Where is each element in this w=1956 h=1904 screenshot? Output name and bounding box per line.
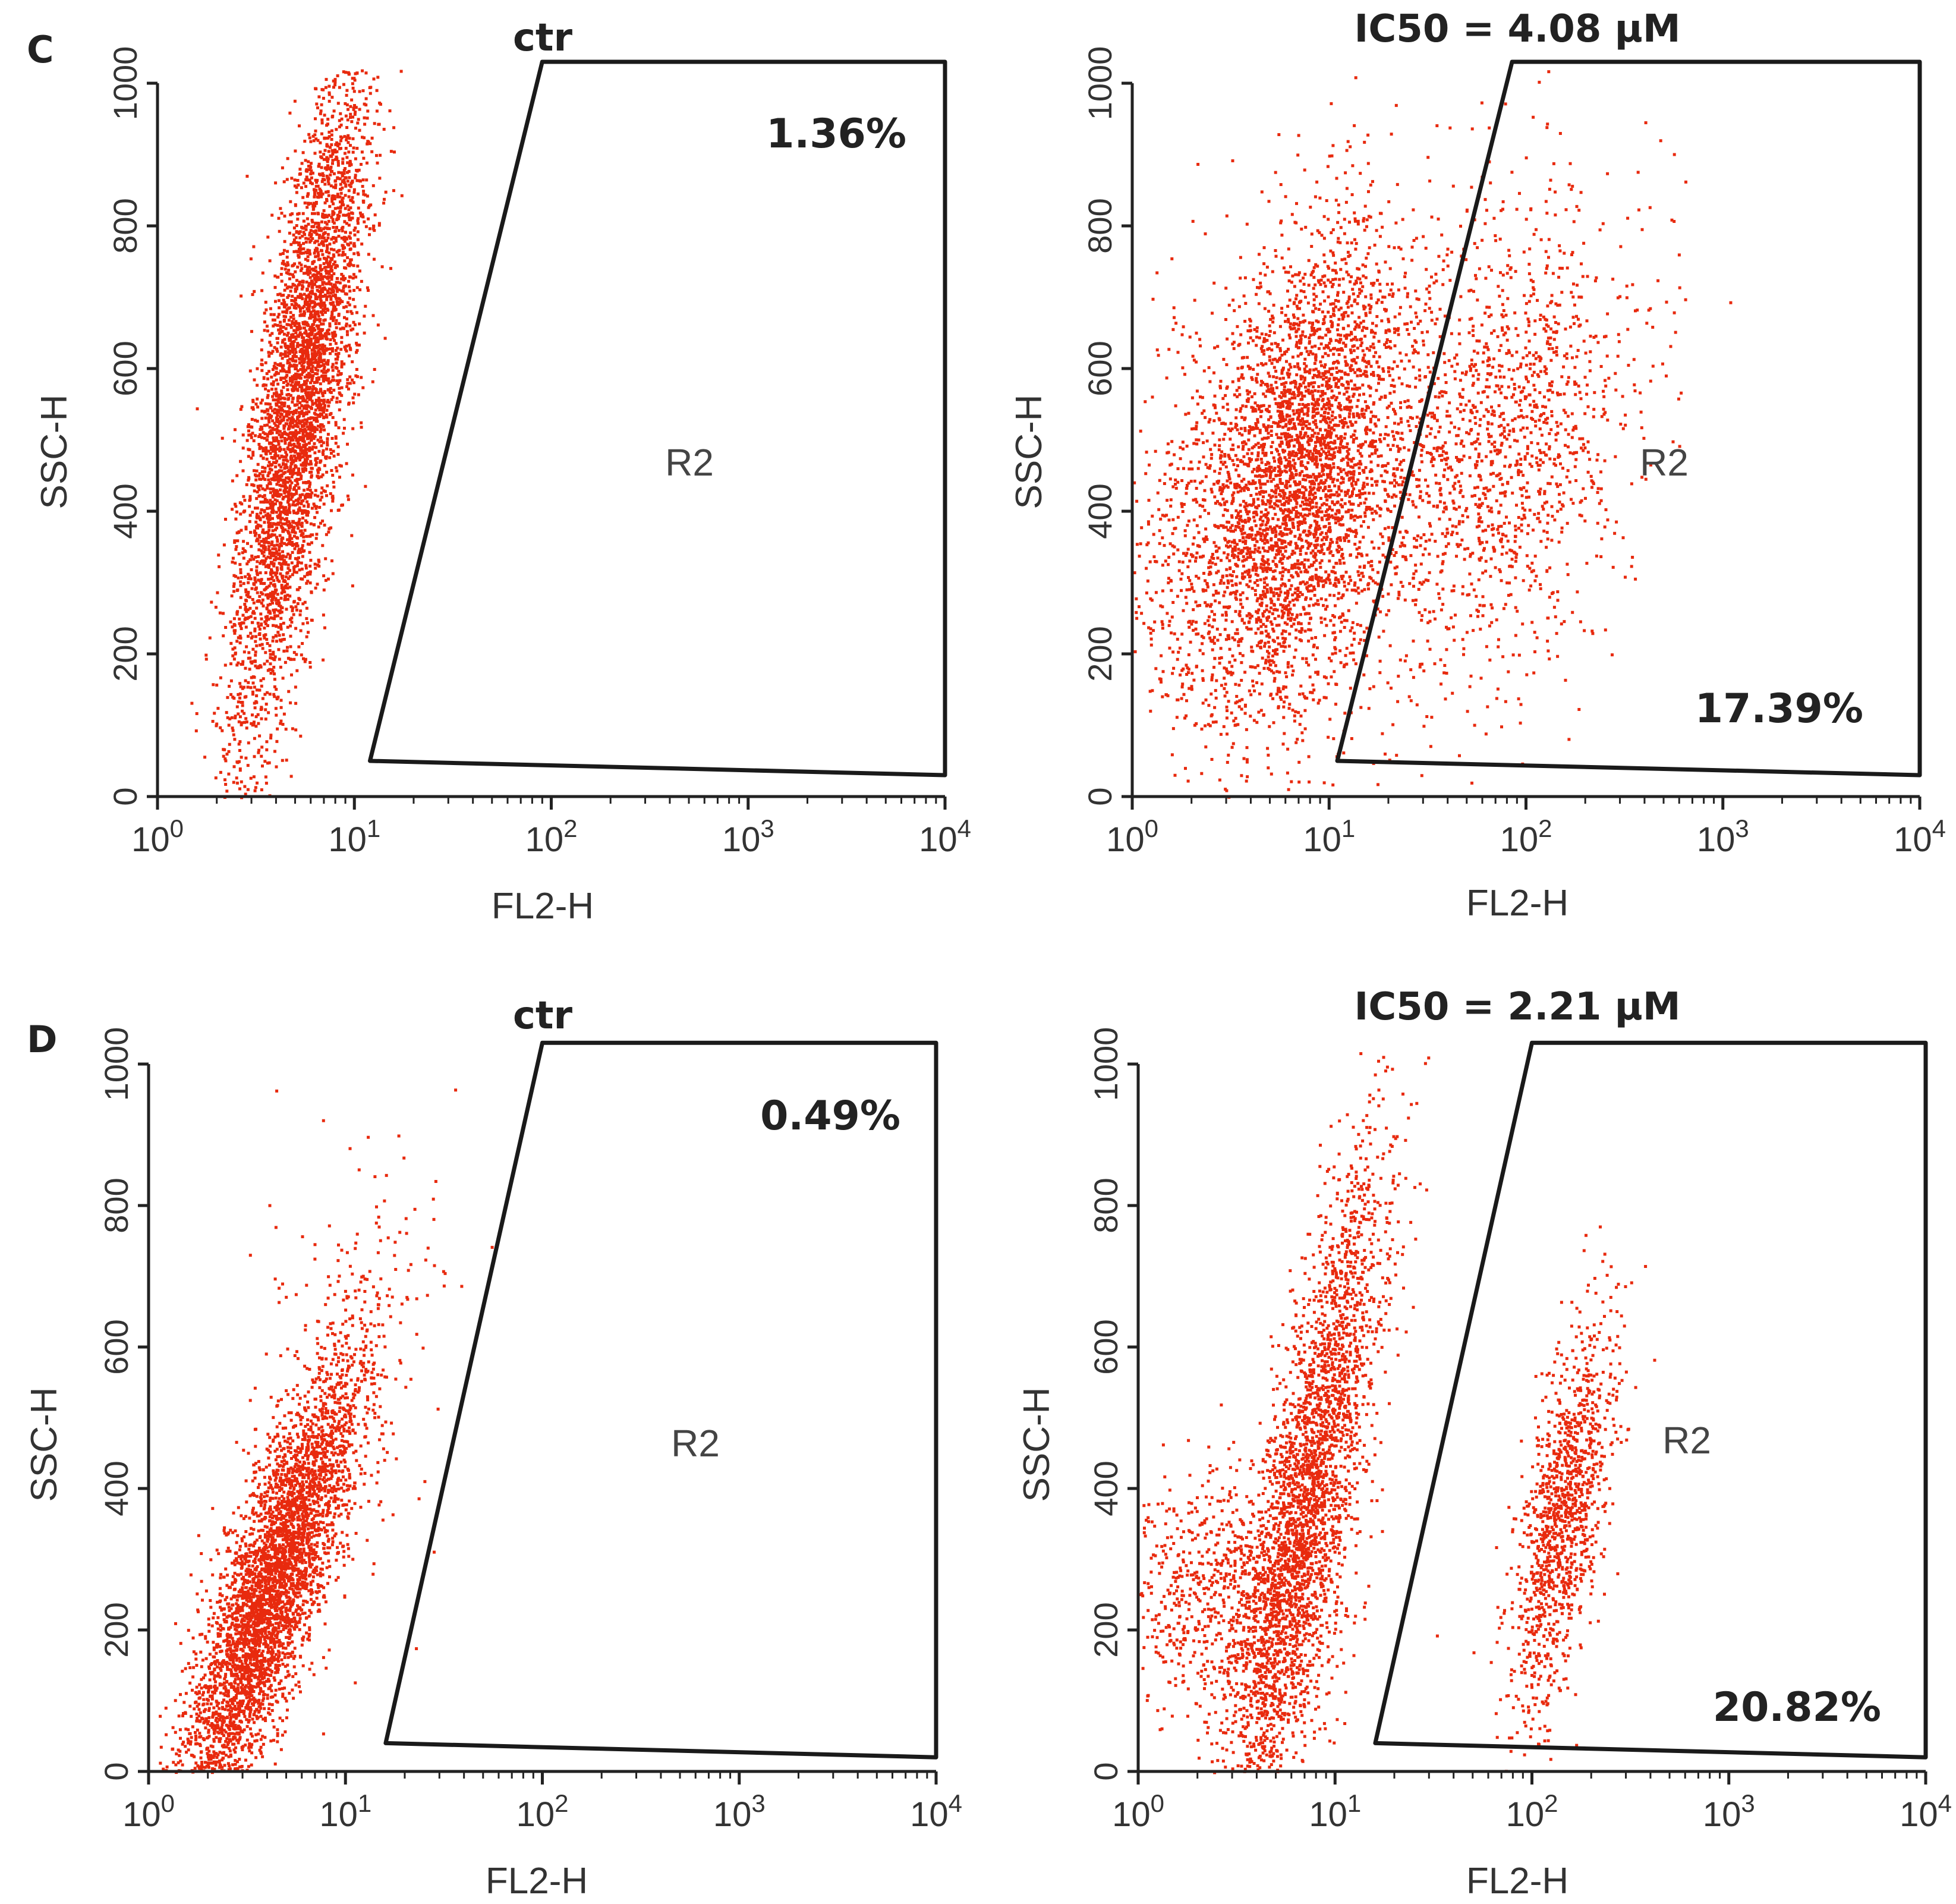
y-tick-label: 200	[1087, 1602, 1125, 1657]
y-tick-label: 1000	[106, 46, 144, 121]
plot-d-ic50: IC50 = 2.21 μM 0 200 400 600 800 1000 100 101 10…	[1016, 985, 1952, 1902]
plot-title: ctr	[513, 16, 573, 60]
x-tick-label: 102	[1500, 814, 1552, 859]
gate-label: R2	[1662, 1419, 1711, 1462]
x-tick-label: 100	[1112, 1789, 1164, 1834]
scatter-points	[190, 69, 404, 800]
y-tick-label: 200	[97, 1602, 135, 1657]
x-tick-label: 100	[131, 814, 184, 859]
y-tick-label: 800	[1081, 198, 1119, 253]
y-tick-label: 1000	[97, 1027, 135, 1102]
gate-label: R2	[665, 441, 714, 484]
y-tick-label: 200	[106, 626, 144, 681]
y-tick-label: 0	[1087, 1762, 1125, 1780]
x-tick-label: 104	[910, 1789, 962, 1834]
plot-c-ic50: IC50 = 4.08 μM 0 200 400 600 800 1000 100 101 10…	[1009, 7, 1946, 924]
gate-label: R2	[671, 1422, 720, 1465]
plot-title: IC50 = 4.08 μM	[1355, 7, 1681, 51]
scatter-dots	[159, 1088, 494, 1774]
plot-title: IC50 = 2.21 μM	[1355, 985, 1681, 1029]
y-axis-label: SSC-H	[24, 1387, 65, 1502]
panel-letter-c: C	[27, 28, 54, 71]
y-tick-label: 600	[1087, 1319, 1125, 1374]
y-tick-label: 400	[1087, 1461, 1125, 1516]
y-tick-label: 800	[1087, 1178, 1125, 1233]
scatter-points	[159, 1088, 494, 1774]
y-tick-label: 0	[97, 1762, 135, 1780]
x-axis-label: FL2-H	[1466, 1861, 1568, 1902]
gate-label: R2	[1640, 441, 1689, 484]
y-tick-label: 600	[1081, 341, 1119, 396]
gate-percentage: 20.82%	[1713, 1684, 1881, 1731]
axes: 0 200 400 600 800 1000 100 101 102 103 104	[1087, 1027, 1952, 1834]
x-tick-label: 103	[1697, 814, 1749, 859]
x-tick-label: 103	[713, 1789, 766, 1834]
gate-percentage: 0.49%	[760, 1093, 900, 1140]
axes: 0 200 400 600 800 1000 100 101 102 103 104	[1081, 46, 1946, 859]
x-axis-label: FL2-H	[1466, 883, 1568, 924]
y-axis-label: SSC-H	[34, 395, 75, 509]
x-axis-label: FL2-H	[492, 886, 594, 927]
y-tick-label: 0	[1081, 787, 1119, 805]
x-tick-label: 103	[1703, 1789, 1755, 1834]
y-tick-label: 400	[1081, 483, 1119, 539]
y-tick-label: 1000	[1087, 1027, 1125, 1102]
gate-r2-polygon[interactable]	[368, 59, 947, 778]
scatter-dots	[190, 69, 404, 800]
axes: 0 200 400 600 800 1000 100 101 102 103 104	[106, 46, 971, 859]
x-tick-label: 102	[525, 814, 578, 859]
x-tick-label: 104	[1900, 1789, 1952, 1834]
y-tick-label: 600	[106, 341, 144, 396]
plot-title: ctr	[513, 994, 573, 1038]
scatter-dots	[1133, 70, 1733, 799]
x-tick-label: 101	[328, 814, 380, 859]
x-axis-label: FL2-H	[486, 1861, 588, 1902]
gate-r2-polygon[interactable]	[1373, 1040, 1928, 1760]
y-axis-label: SSC-H	[1009, 395, 1050, 509]
scatter-points	[1139, 1052, 1656, 1774]
y-tick-label: 600	[97, 1319, 135, 1374]
scatter-dots	[1139, 1052, 1656, 1774]
x-tick-label: 101	[319, 1789, 371, 1834]
gate-r2-polygon[interactable]	[1335, 59, 1922, 778]
x-tick-label: 101	[1309, 1789, 1361, 1834]
y-tick-label: 400	[97, 1461, 135, 1516]
scatter-points	[1133, 70, 1733, 799]
gate-r2-polygon[interactable]	[383, 1040, 938, 1760]
y-tick-label: 1000	[1081, 46, 1119, 121]
x-tick-label: 104	[1894, 814, 1946, 859]
x-tick-label: 101	[1303, 814, 1355, 859]
x-tick-label: 104	[919, 814, 971, 859]
x-tick-label: 100	[122, 1789, 175, 1834]
y-axis-label: SSC-H	[1016, 1387, 1057, 1502]
x-tick-label: 102	[1506, 1789, 1558, 1834]
gate-percentage: 1.36%	[766, 111, 906, 158]
y-tick-label: 0	[106, 787, 144, 805]
axes: 0 200 400 600 800 1000 100 101 102 103 104	[97, 1027, 962, 1834]
x-tick-label: 103	[722, 814, 774, 859]
gate-percentage: 17.39%	[1695, 685, 1863, 732]
panel-letter-d: D	[27, 1018, 57, 1061]
y-tick-label: 800	[106, 198, 144, 253]
y-tick-label: 400	[106, 483, 144, 539]
y-tick-label: 800	[97, 1178, 135, 1233]
y-tick-label: 200	[1081, 626, 1119, 681]
x-tick-label: 102	[516, 1789, 569, 1834]
x-tick-label: 100	[1106, 814, 1158, 859]
